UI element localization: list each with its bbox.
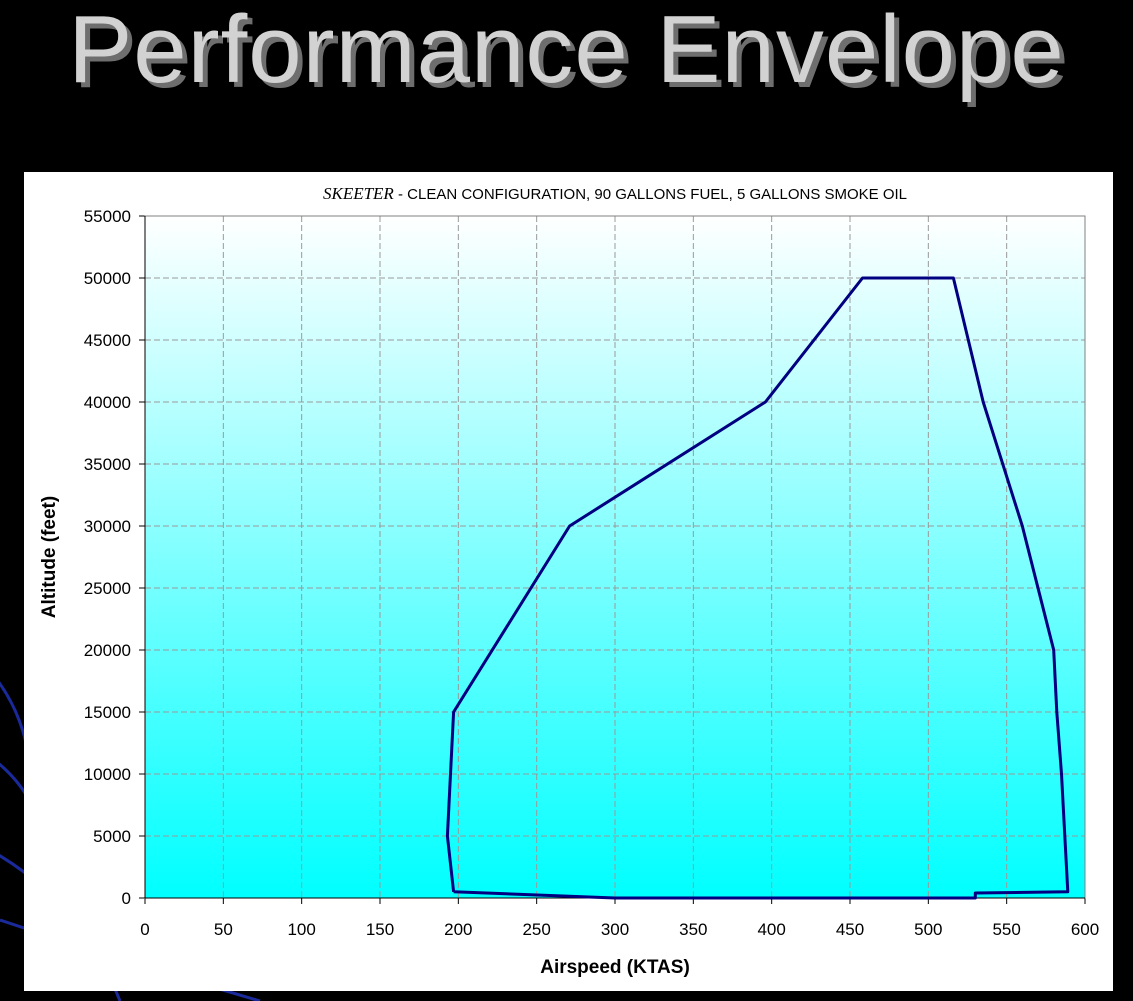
x-tick-label: 150 <box>366 920 394 939</box>
chart-title: SKEETER - CLEAN CONFIGURATION, 90 GALLON… <box>323 184 907 203</box>
y-tick-label: 5000 <box>93 827 131 846</box>
x-tick-label: 550 <box>992 920 1020 939</box>
x-tick-label: 300 <box>601 920 629 939</box>
chart-card: 0 5000 10000 15000 20000 25000 30000 35000 40000… <box>24 172 1113 991</box>
y-tick-label: 20000 <box>84 641 131 660</box>
y-tick-label: 15000 <box>84 703 131 722</box>
x-axis-label: Airspeed (KTAS) <box>540 957 690 978</box>
envelope-line <box>445 276 1070 900</box>
y-tick-label: 30000 <box>84 517 131 536</box>
x-tick-label: 500 <box>914 920 942 939</box>
y-tick-label: 35000 <box>84 455 131 474</box>
chart-title-rest: - CLEAN CONFIGURATION, 90 GALLONS FUEL, … <box>394 186 907 203</box>
y-tick-label: 45000 <box>84 331 131 350</box>
x-tick-label: 200 <box>444 920 472 939</box>
y-tick-label: 10000 <box>84 765 131 784</box>
x-tick-label: 350 <box>679 920 707 939</box>
y-tick-label: 40000 <box>84 393 131 412</box>
x-tick-label: 450 <box>836 920 864 939</box>
envelope-chart: 0500010000150002000025000300003500040000… <box>39 184 1099 978</box>
y-tick-label: 55000 <box>84 207 131 226</box>
x-tick-label: 50 <box>214 920 233 939</box>
y-tick-label: 50000 <box>84 269 131 288</box>
x-tick-label: 250 <box>522 920 550 939</box>
y-tick-label: 25000 <box>84 579 131 598</box>
chart-title-italic: SKEETER <box>323 184 394 203</box>
slide-title: Performance Envelope <box>68 0 1065 103</box>
y-tick-label: 0 <box>122 889 131 908</box>
x-tick-label: 100 <box>287 920 315 939</box>
series <box>445 276 1070 900</box>
x-tick-label: 0 <box>140 920 149 939</box>
x-tick-label: 600 <box>1071 920 1099 939</box>
y-axis-label: Altitude (feet) <box>39 496 60 618</box>
x-tick-label: 400 <box>757 920 785 939</box>
tick-labels: 0500010000150002000025000300003500040000… <box>84 207 1099 939</box>
